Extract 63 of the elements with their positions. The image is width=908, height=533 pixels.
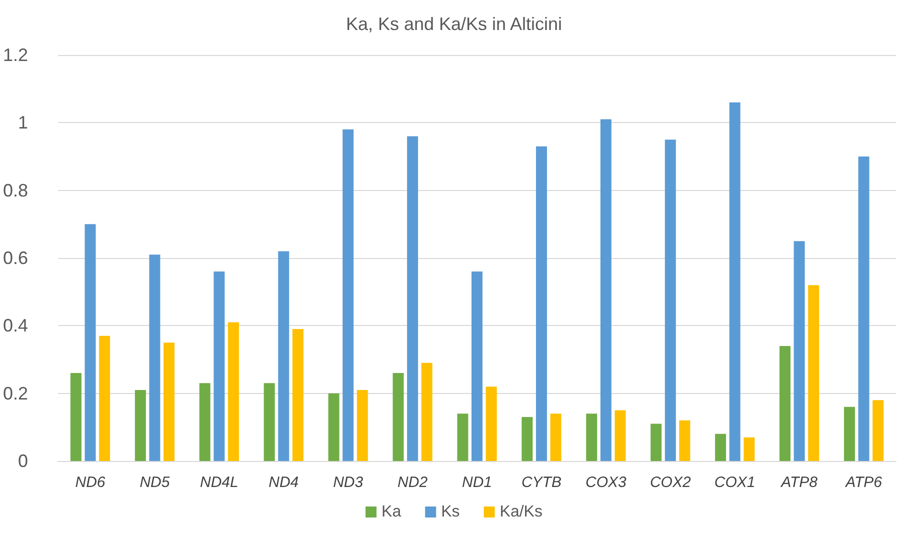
bar bbox=[679, 420, 690, 461]
bar bbox=[164, 342, 175, 461]
bar bbox=[536, 146, 547, 461]
bar bbox=[650, 424, 662, 461]
x-tick-label: COX2 bbox=[650, 474, 692, 491]
x-tick-label: ND3 bbox=[333, 474, 364, 491]
bar bbox=[421, 362, 432, 461]
bar bbox=[808, 285, 820, 461]
y-tick-label: 0.2 bbox=[2, 383, 28, 404]
bar bbox=[134, 390, 146, 461]
bar bbox=[794, 241, 805, 461]
bar bbox=[472, 272, 483, 461]
y-tick-label: 0.6 bbox=[2, 248, 28, 268]
bar bbox=[84, 224, 96, 461]
bar bbox=[486, 386, 497, 461]
bar bbox=[844, 406, 855, 461]
chart-title: Ka, Ks and Ka/Ks in Alticini bbox=[346, 14, 562, 34]
bar bbox=[664, 140, 676, 461]
bar bbox=[614, 410, 626, 461]
bar bbox=[780, 346, 791, 461]
bar bbox=[872, 400, 884, 461]
x-tick-label: ND2 bbox=[398, 474, 428, 491]
y-tick-label: 0.8 bbox=[2, 180, 28, 200]
y-tick-label: 0.4 bbox=[2, 316, 28, 336]
bar bbox=[858, 156, 870, 461]
bar bbox=[744, 437, 755, 461]
x-tick-label: ATP6 bbox=[844, 474, 883, 491]
bar bbox=[228, 322, 239, 461]
bar bbox=[457, 414, 468, 461]
legend-label: Ka/Ks bbox=[500, 504, 542, 520]
bar bbox=[292, 329, 304, 461]
bar bbox=[264, 383, 275, 461]
legend-label: Ks bbox=[441, 504, 460, 520]
legend-label: Ka bbox=[382, 504, 402, 520]
x-tick-label: ND1 bbox=[462, 474, 492, 491]
bar bbox=[392, 373, 404, 461]
bar bbox=[328, 393, 340, 461]
bar bbox=[278, 251, 290, 461]
y-tick-label: 1.2 bbox=[2, 45, 28, 65]
bar bbox=[149, 254, 160, 461]
x-tick-label: ND4L bbox=[200, 474, 238, 491]
bar bbox=[550, 414, 562, 461]
x-tick-label: ATP8 bbox=[780, 474, 818, 491]
bar bbox=[199, 383, 210, 461]
bar bbox=[70, 373, 82, 461]
y-tick-label: 1 bbox=[18, 112, 28, 133]
bar bbox=[342, 129, 354, 461]
bar bbox=[407, 136, 418, 461]
bar bbox=[522, 417, 533, 461]
x-tick-label: COX1 bbox=[714, 474, 756, 491]
bar bbox=[715, 434, 726, 461]
bar bbox=[600, 119, 612, 461]
bar bbox=[356, 390, 368, 461]
bar bbox=[729, 102, 740, 461]
x-tick-label: ND5 bbox=[140, 474, 170, 491]
x-tick-label: COX3 bbox=[586, 474, 628, 491]
x-tick-label: CYTB bbox=[521, 474, 562, 491]
x-tick-label: ND6 bbox=[75, 474, 106, 491]
y-tick-label: 0 bbox=[18, 451, 28, 471]
bar bbox=[586, 414, 598, 461]
bar bbox=[214, 272, 225, 461]
bar bbox=[99, 336, 110, 461]
x-tick-label: ND4 bbox=[268, 474, 299, 491]
